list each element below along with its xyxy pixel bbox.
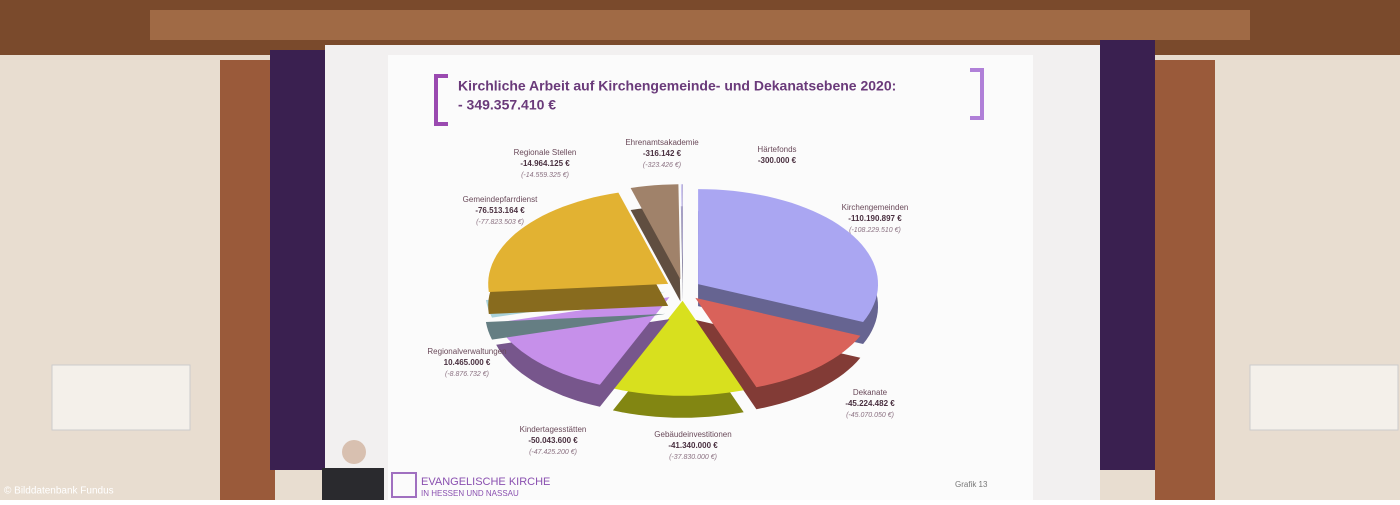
previous-label: (-37.830.000 €) <box>669 454 717 461</box>
previous-label: (-45.070.050 €) <box>846 412 894 419</box>
slide-subtitle: - 349.357.410 € <box>458 97 556 113</box>
value-label: -41.340.000 € <box>668 441 718 450</box>
value-label: -14.964.125 € <box>520 159 570 168</box>
value-label: 10.465.000 € <box>444 358 491 367</box>
previous-label: (-77.823.503 €) <box>476 219 524 226</box>
slice-side <box>680 206 683 302</box>
wood-panel <box>220 60 275 500</box>
bracket <box>434 74 448 126</box>
credit: © Bilddatenbank Fundus <box>4 486 114 497</box>
radiator <box>1249 364 1399 431</box>
slice-label: Ehrenamtsakademie <box>625 138 699 147</box>
slice-label: Regionalverwaltungen <box>427 347 506 356</box>
value-label: -316.142 € <box>643 149 682 158</box>
previous-label: (-108.229.510 €) <box>849 227 901 234</box>
purple-banner <box>270 50 325 470</box>
previous-label: (-14.559.325 €) <box>521 172 569 179</box>
previous-label: (-323.426 €) <box>643 162 681 169</box>
value-label: -300.000 € <box>758 156 797 165</box>
radiator <box>51 364 191 431</box>
logo-icon <box>391 472 417 498</box>
slice-label: Regionale Stellen <box>514 148 577 157</box>
slice-side <box>485 313 666 340</box>
slice-label: Kirchengemeinden <box>842 203 909 212</box>
slice <box>680 184 683 280</box>
slice <box>630 184 681 280</box>
speaker-head <box>342 440 366 464</box>
slice <box>488 192 669 292</box>
previous-label: (-8.876.732 €) <box>445 371 489 378</box>
slide-number: Grafik 13 <box>955 480 988 489</box>
slice-label: Dekanate <box>853 388 888 397</box>
previous-label: (-47.425.200 €) <box>529 449 577 456</box>
value-label: -45.224.482 € <box>845 399 895 408</box>
value-label: -76.513.164 € <box>475 206 525 215</box>
slice-label: Härtefonds <box>757 145 796 154</box>
logo-text: IN HESSEN UND NASSAU <box>421 489 519 498</box>
slide-title: Kirchliche Arbeit auf Kirchengemeinde- u… <box>458 78 896 94</box>
logo-text: EVANGELISCHE KIRCHE <box>421 476 550 488</box>
pie-chart: Kirchengemeinden -110.190.897 € (-108.229.… <box>427 138 908 461</box>
slice <box>695 297 861 388</box>
slice-label: Gebäudeinvestitionen <box>654 430 731 439</box>
purple-banner <box>1100 40 1155 470</box>
speaker <box>322 468 384 500</box>
slice <box>682 184 683 280</box>
slice-label: Gemeindepfarrdienst <box>463 195 538 204</box>
slice-label: Kindertagesstätten <box>520 425 587 434</box>
value-label: -110.190.897 € <box>848 214 902 223</box>
slice <box>698 189 878 322</box>
bracket <box>970 68 984 120</box>
wood-panel <box>1155 60 1215 500</box>
slice <box>612 300 744 396</box>
value-label: -50.043.600 € <box>528 436 578 445</box>
ceiling-beam <box>150 10 1250 40</box>
